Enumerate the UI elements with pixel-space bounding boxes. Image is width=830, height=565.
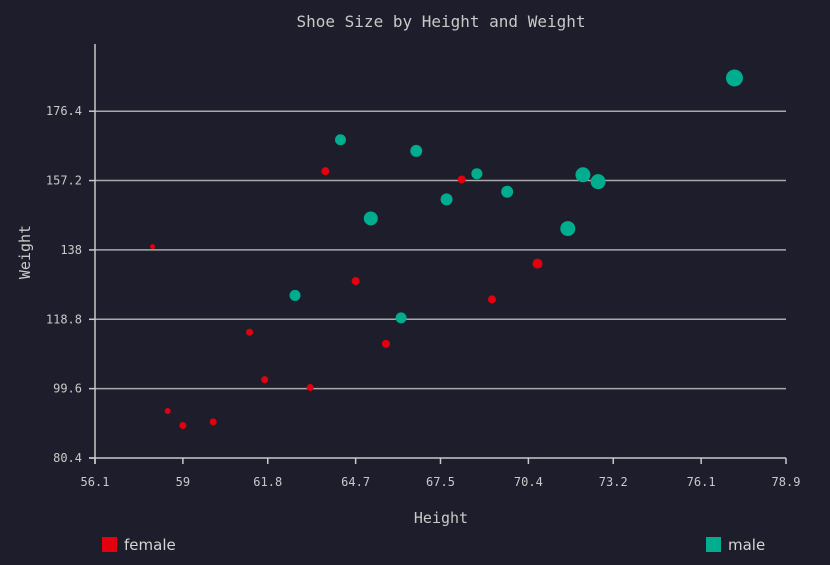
female-point[interactable] [306, 384, 314, 392]
male-point[interactable] [334, 134, 346, 146]
female-point[interactable] [261, 376, 269, 384]
female-point[interactable] [381, 339, 390, 348]
male-point[interactable] [363, 211, 378, 226]
legend[interactable]: female male [102, 536, 765, 554]
y-tick-label: 99.6 [53, 382, 82, 396]
y-tick-label: 138 [60, 243, 82, 257]
y-tick-label: 157.2 [46, 174, 82, 188]
x-tick-label: 78.9 [772, 475, 801, 489]
male-point[interactable] [575, 167, 591, 183]
legend-swatch [706, 537, 721, 552]
x-tick-label: 56.1 [81, 475, 110, 489]
female-point[interactable] [457, 175, 466, 184]
chart-title: Shoe Size by Height and Weight [297, 12, 586, 31]
female-point[interactable] [164, 408, 171, 415]
y-axis-label: Weight [16, 225, 34, 279]
male-point[interactable] [440, 193, 453, 206]
female-point[interactable] [246, 328, 254, 336]
female-point[interactable] [321, 167, 330, 176]
x-tick-label: 67.5 [426, 475, 455, 489]
y-tick-label: 176.4 [46, 104, 82, 118]
legend-item-male[interactable]: male [706, 536, 765, 554]
legend-item-female[interactable]: female [102, 536, 176, 554]
legend-swatch [102, 537, 117, 552]
female-point[interactable] [488, 295, 497, 304]
female-point[interactable] [179, 421, 187, 429]
male-point[interactable] [395, 312, 407, 324]
data-points [150, 69, 743, 429]
legend-label: male [728, 536, 765, 554]
x-tick-label: 61.8 [253, 475, 282, 489]
female-point[interactable] [532, 258, 543, 269]
axes: 80.4 99.6 118.8 138 157.2 176.4 56.1 59 61.8 64.7… [46, 44, 801, 489]
x-tick-label: 64.7 [341, 475, 370, 489]
x-tick-label: 76.1 [687, 475, 716, 489]
x-tick-label: 70.4 [514, 475, 543, 489]
male-point[interactable] [590, 174, 606, 190]
female-point[interactable] [150, 244, 156, 250]
x-axis-label: Height [414, 509, 468, 527]
x-tick-label: 73.2 [599, 475, 628, 489]
male-point[interactable] [410, 144, 423, 157]
male-point[interactable] [501, 185, 514, 198]
female-point[interactable] [209, 418, 217, 426]
female-point[interactable] [351, 276, 360, 285]
x-tick-label: 59 [176, 475, 190, 489]
y-tick-label: 118.8 [46, 312, 82, 326]
male-point[interactable] [725, 69, 743, 87]
male-point[interactable] [289, 289, 301, 301]
male-point[interactable] [560, 221, 576, 237]
gridlines [95, 110, 786, 390]
y-tick-label: 80.4 [53, 451, 82, 465]
legend-label: female [124, 536, 176, 554]
male-point[interactable] [471, 168, 483, 180]
